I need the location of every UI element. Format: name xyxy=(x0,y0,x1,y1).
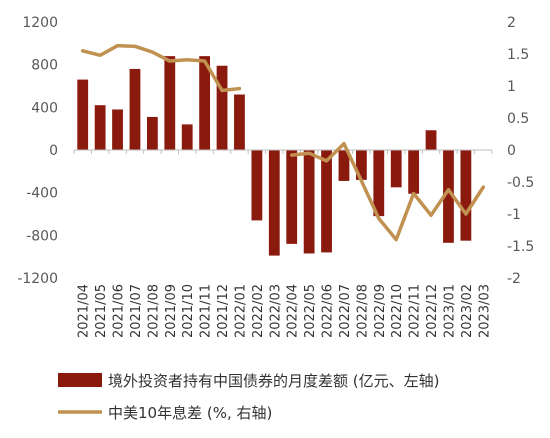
right-tick-label: -0.5 xyxy=(507,175,534,191)
bar-2021/09 xyxy=(164,56,176,150)
left-axis: -1200 -800 -400 0 400 800 1200 xyxy=(17,15,58,287)
category-label: 2023/01 xyxy=(442,284,457,338)
bar-2021/04 xyxy=(77,79,89,150)
bar-series xyxy=(77,56,472,256)
bar-2021/05 xyxy=(94,105,106,150)
legend-line-label: 中美10年息差 (%, 右轴) xyxy=(108,404,272,422)
bar-2021/12 xyxy=(216,65,228,150)
bar-2022/04 xyxy=(286,150,298,244)
category-label: 2022/01 xyxy=(233,284,248,338)
spread-line-segment-1 xyxy=(289,141,486,242)
right-tick-label: 0.5 xyxy=(507,111,529,127)
legend-bar-swatch xyxy=(58,373,102,387)
bar-2022/03 xyxy=(268,150,280,256)
left-tick-label: -800 xyxy=(26,228,58,244)
category-label: 2021/08 xyxy=(146,284,161,338)
category-label: 2021/07 xyxy=(129,284,144,338)
right-tick-label: 2 xyxy=(507,15,516,31)
right-axis: -2 -1.5 -1 -0.5 0 0.5 1 1.5 2 xyxy=(507,15,534,287)
right-tick-label: 1.5 xyxy=(507,47,529,63)
category-label: 2022/03 xyxy=(268,284,283,338)
bar-2021/07 xyxy=(129,68,141,150)
category-label: 2023/02 xyxy=(460,284,475,338)
left-tick-label: -1200 xyxy=(17,271,58,287)
bar-2022/06 xyxy=(321,150,332,253)
bar-2022/01 xyxy=(234,94,245,150)
category-label: 2021/09 xyxy=(164,284,179,338)
zero-axis xyxy=(73,149,493,154)
category-label: 2022/10 xyxy=(390,284,405,338)
x-axis: 2021/04 2021/05 2021/06 2021/07 2021/08 2021/… xyxy=(77,284,493,338)
category-label: 2022/02 xyxy=(251,284,266,338)
bar-2022/07 xyxy=(338,150,350,181)
line-series xyxy=(80,43,486,242)
category-label: 2021/11 xyxy=(199,284,214,338)
bar-2022/02 xyxy=(251,150,263,221)
category-label: 2023/03 xyxy=(477,284,492,338)
category-label: 2022/06 xyxy=(321,284,336,338)
bar-2021/08 xyxy=(146,116,158,150)
left-tick-label: -400 xyxy=(26,186,58,202)
left-tick-label: 1200 xyxy=(22,15,58,31)
bar-2021/06 xyxy=(112,109,123,150)
spread-line-segment-0 xyxy=(80,43,242,93)
bar-2022/10 xyxy=(390,150,402,188)
bar-2021/11 xyxy=(199,56,211,150)
category-label: 2021/06 xyxy=(112,284,127,338)
left-tick-label: 0 xyxy=(49,143,58,159)
category-label: 2022/07 xyxy=(338,284,353,338)
bar-2023/01 xyxy=(443,150,454,243)
category-label: 2022/11 xyxy=(408,284,423,338)
right-tick-label: -1 xyxy=(507,207,521,223)
category-label: 2021/12 xyxy=(216,284,231,338)
bar-2022/09 xyxy=(373,150,385,217)
right-tick-label: -1.5 xyxy=(507,239,534,255)
category-label: 2022/12 xyxy=(425,284,440,338)
bar-2023/02 xyxy=(460,150,472,241)
legend: 境外投资者持有中国债券的月度差额 (亿元、左轴) 中美10年息差 (%, 右轴) xyxy=(58,372,439,422)
bar-2021/10 xyxy=(181,124,193,150)
bar-2022/11 xyxy=(408,150,420,194)
category-label: 2021/05 xyxy=(94,284,109,338)
left-tick-label: 800 xyxy=(31,58,58,74)
right-tick-label: 0 xyxy=(507,143,516,159)
category-label: 2021/10 xyxy=(181,284,196,338)
bar-2022/08 xyxy=(355,150,367,180)
category-label: 2022/09 xyxy=(373,284,388,338)
legend-bar-label: 境外投资者持有中国债券的月度差额 (亿元、左轴) xyxy=(108,372,439,390)
category-label: 2022/04 xyxy=(286,284,301,338)
bar-2022/05 xyxy=(303,150,315,254)
category-label: 2022/08 xyxy=(355,284,370,338)
right-tick-label: -2 xyxy=(507,271,521,287)
right-tick-label: 1 xyxy=(507,79,516,95)
left-tick-label: 400 xyxy=(31,100,58,116)
bar-2022/12 xyxy=(425,130,437,150)
category-label: 2021/04 xyxy=(77,284,92,338)
category-label: 2022/05 xyxy=(303,284,318,338)
